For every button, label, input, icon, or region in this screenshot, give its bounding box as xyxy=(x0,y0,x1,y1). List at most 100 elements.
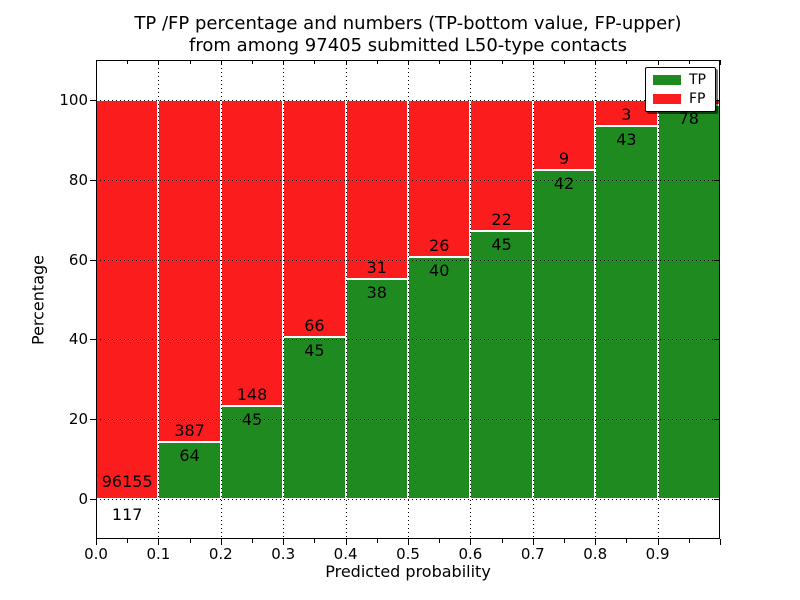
x-tick-bottom-0.05 xyxy=(127,539,129,543)
v-gridline-0.6 xyxy=(470,60,472,539)
fp-count-label-0: 96155 xyxy=(101,471,153,491)
y-tick-left-20 xyxy=(90,419,96,421)
bar-fp-segment-6 xyxy=(470,99,533,231)
x-tick-label-0.9: 0.9 xyxy=(645,545,670,563)
y-tick-right-60 xyxy=(714,259,720,261)
v-gridline-0.3 xyxy=(283,60,285,539)
x-tick-bottom-0.45 xyxy=(376,539,378,543)
x-tick-label-0.7: 0.7 xyxy=(520,545,545,563)
x-tick-label-0.6: 0.6 xyxy=(458,545,483,563)
x-tick-bottom-0.25 xyxy=(252,539,253,543)
y-tick-right-40 xyxy=(714,339,720,341)
x-tick-bottom-0.60 xyxy=(470,539,472,545)
y-tick-left-100 xyxy=(90,99,96,101)
x-tick-top-0.85 xyxy=(626,60,628,64)
v-gridline-0.5 xyxy=(408,60,409,539)
chart-title: TP /FP percentage and numbers (TP-bottom… xyxy=(96,13,720,57)
y-tick-label-80: 80 xyxy=(68,170,88,189)
x-tick-top-0.20 xyxy=(220,60,222,65)
x-tick-label-0.5: 0.5 xyxy=(396,545,420,563)
y-tick-left-80 xyxy=(90,179,96,181)
x-tick-bottom-0.50 xyxy=(408,539,409,545)
legend-label-fp: FP xyxy=(689,91,706,107)
y-tick-left-0 xyxy=(90,499,96,501)
bar-tp-segment-7 xyxy=(532,170,596,500)
tp-count-label-5: 40 xyxy=(429,261,450,281)
x-tick-top-0.90 xyxy=(657,60,659,65)
v-gridline-0.7 xyxy=(532,60,534,539)
bar-tp-segment-6 xyxy=(470,231,533,500)
x-tick-bottom-0.15 xyxy=(189,539,191,543)
x-tick-label-0.0: 0.0 xyxy=(84,545,108,563)
y-tick-label-20: 20 xyxy=(68,410,88,429)
y-tick-label-40: 40 xyxy=(68,330,88,349)
fp-count-label-8: 3 xyxy=(621,104,632,124)
x-tick-top-0.95 xyxy=(688,60,690,64)
x-tick-bottom-0.90 xyxy=(657,539,659,545)
x-tick-top-0.35 xyxy=(314,60,316,64)
x-tick-bottom-0.00 xyxy=(96,539,97,545)
x-tick-bottom-0.20 xyxy=(220,539,222,545)
x-tick-bottom-0.75 xyxy=(564,539,565,543)
x-tick-top-0.05 xyxy=(127,60,129,64)
v-gridline-0.1 xyxy=(158,60,160,539)
legend-swatch-fp xyxy=(653,94,681,104)
v-gridline-0.2 xyxy=(220,60,222,539)
y-tick-right-20 xyxy=(714,419,720,421)
y-tick-right-100 xyxy=(714,99,720,101)
x-axis-label: Predicted probability xyxy=(325,562,491,581)
x-tick-bottom-0.30 xyxy=(283,539,285,545)
tp-count-label-1: 64 xyxy=(179,446,200,466)
fp-count-label-2: 148 xyxy=(236,384,268,404)
legend-label-tp: TP xyxy=(689,72,706,88)
bar-fp-segment-0 xyxy=(96,99,159,500)
x-tick-top-0.80 xyxy=(595,60,597,65)
x-tick-bottom-0.70 xyxy=(532,539,534,545)
tp-count-label-8: 43 xyxy=(616,129,637,149)
x-tick-top-0.15 xyxy=(189,60,191,64)
tp-count-label-7: 42 xyxy=(553,174,575,194)
bar-tp-segment-4 xyxy=(345,279,408,500)
y-tick-label-100: 100 xyxy=(59,90,88,109)
bar-tp-segment-5 xyxy=(408,257,471,500)
y-tick-label-0: 0 xyxy=(78,490,88,509)
x-tick-top-0.30 xyxy=(283,60,285,65)
x-tick-bottom-0.95 xyxy=(688,539,690,543)
x-tick-bottom-0.65 xyxy=(501,539,503,543)
v-gridline-0.8 xyxy=(595,60,597,539)
x-tick-bottom-0.10 xyxy=(158,539,160,545)
x-tick-top-0.40 xyxy=(345,60,347,65)
x-tick-top-0.50 xyxy=(408,60,409,65)
fp-count-label-7: 9 xyxy=(558,149,570,169)
legend-entry-fp: FP xyxy=(653,92,706,106)
bar-fp-segment-1 xyxy=(158,99,221,443)
bar-fp-segment-4 xyxy=(345,99,408,280)
x-tick-label-0.8: 0.8 xyxy=(583,545,608,563)
x-tick-top-0.75 xyxy=(564,60,565,64)
v-gridline-0.4 xyxy=(345,60,347,539)
x-tick-top-0.45 xyxy=(376,60,378,64)
bar-fp-segment-2 xyxy=(220,99,284,406)
legend-swatch-tp xyxy=(653,75,681,85)
y-tick-right-0 xyxy=(714,499,720,501)
fp-count-label-4: 31 xyxy=(366,258,387,278)
bar-tp-segment-9 xyxy=(657,104,720,500)
x-tick-top-0.55 xyxy=(439,60,441,64)
tp-count-label-6: 45 xyxy=(491,235,512,254)
bar-tp-segment-8 xyxy=(595,125,658,500)
x-tick-top-0.25 xyxy=(252,60,253,64)
x-tick-label-0.4: 0.4 xyxy=(333,545,358,563)
fp-count-label-3: 66 xyxy=(304,316,325,336)
x-tick-bottom-1.00 xyxy=(720,539,721,545)
bar-fp-segment-3 xyxy=(283,99,346,338)
x-tick-top-0.65 xyxy=(501,60,503,64)
x-tick-bottom-0.55 xyxy=(439,539,441,543)
fp-count-label-1: 387 xyxy=(174,421,205,441)
y-tick-label-60: 60 xyxy=(68,250,88,269)
tp-count-label-3: 45 xyxy=(304,341,325,361)
v-gridline-0.9 xyxy=(657,60,659,539)
x-tick-bottom-0.80 xyxy=(595,539,597,545)
x-tick-label-0.1: 0.1 xyxy=(146,545,171,563)
tp-count-label-2: 45 xyxy=(241,409,263,429)
